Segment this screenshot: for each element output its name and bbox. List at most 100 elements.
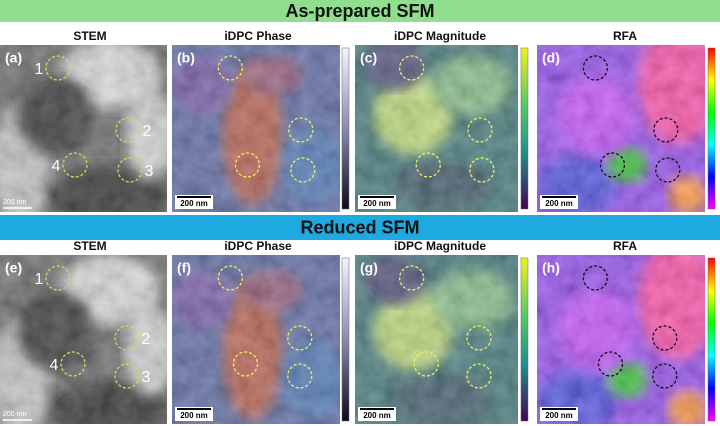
section-title: As-prepared SFM: [285, 1, 434, 21]
scale-bar-box: [540, 195, 578, 209]
marker-circle: [234, 152, 261, 178]
scale-bar-box: [540, 407, 578, 421]
marker-number: 4: [52, 158, 61, 175]
marker-circle: [597, 351, 624, 377]
marker-circle: [45, 265, 71, 291]
panel-label: (f): [177, 260, 191, 276]
column-header: RFA: [613, 239, 637, 253]
marker-circle: [582, 55, 608, 81]
section-title: Reduced SFM: [300, 217, 419, 237]
image-panel: [355, 255, 518, 424]
panel-texture: [355, 45, 518, 212]
marker-circle: [653, 117, 679, 143]
scale-bar-box: [358, 407, 396, 421]
column-header: iDPC Phase: [224, 239, 292, 253]
marker-circle: [466, 363, 492, 389]
scale-bar-box: [175, 407, 213, 421]
colorbar: [707, 47, 716, 210]
column-header: iDPC Phase: [224, 29, 292, 43]
panel-label: (g): [360, 260, 378, 276]
column-header: STEM: [73, 239, 106, 253]
column-header: iDPC Magnitude: [394, 29, 486, 43]
marker-circle: [62, 152, 88, 178]
scale-bar-label: 200 nm: [363, 411, 391, 420]
panel-label: (c): [360, 50, 377, 66]
marker-circle: [217, 265, 243, 291]
column-header: RFA: [613, 29, 637, 43]
marker-circle: [232, 351, 259, 377]
marker-circle: [114, 363, 140, 389]
marker-circle: [652, 325, 678, 351]
marker-circle: [415, 152, 441, 178]
panel-texture: [172, 45, 340, 212]
marker-circle: [114, 325, 140, 351]
panel-texture: [355, 255, 518, 424]
noise: [0, 45, 167, 212]
scale-bar-label: 200 nm: [545, 199, 573, 208]
marker-number: 4: [50, 357, 59, 374]
noise: [355, 255, 518, 424]
marker-circle: [117, 157, 143, 183]
colorbar: [520, 257, 529, 422]
scale-bar-label: 200 nm: [363, 199, 391, 208]
marker-number: 3: [142, 369, 151, 386]
scale-bar-label: 200 nm: [3, 411, 27, 418]
noise: [172, 255, 340, 424]
image-panel: [537, 255, 705, 424]
panel-texture: [537, 255, 705, 424]
scale-bar-label: 200 nm: [180, 199, 208, 208]
marker-circle: [599, 152, 626, 178]
panel-texture: [0, 45, 167, 212]
marker-circle: [655, 157, 681, 183]
image-panel: [0, 45, 167, 212]
panel-label: (b): [177, 50, 195, 66]
image-panel: [355, 45, 518, 212]
marker-circle: [469, 157, 495, 183]
marker-number: 1: [35, 271, 44, 288]
colorbar: [707, 257, 716, 422]
panel-texture: [0, 255, 167, 424]
noise: [355, 45, 518, 212]
noise: [537, 45, 705, 212]
noise: [172, 45, 340, 212]
marker-circle: [60, 351, 86, 377]
panel-label: (h): [542, 260, 560, 276]
image-panel: [172, 45, 340, 212]
column-header: STEM: [73, 29, 106, 43]
marker-circle: [45, 55, 71, 81]
image-panel: [537, 45, 705, 212]
colorbar: [341, 47, 350, 210]
marker-circle: [413, 351, 439, 377]
section-banner: [0, 0, 720, 22]
scale-bar-box: [358, 195, 396, 209]
marker-circle: [652, 363, 678, 389]
section-banner: [0, 215, 720, 240]
scale-bar-label: 200 nm: [3, 199, 27, 206]
scale-bar-label: 200 nm: [545, 411, 573, 420]
marker-circle: [466, 325, 492, 351]
marker-number: 1: [35, 61, 44, 78]
marker-circle: [398, 55, 425, 81]
panel-texture: [172, 255, 340, 424]
marker-circle: [582, 265, 608, 291]
marker-circle: [287, 363, 313, 389]
scale-bar-label: 200 nm: [180, 411, 208, 420]
scale-bar-box: [175, 195, 213, 209]
marker-circle: [398, 265, 425, 291]
marker-number: 2: [142, 331, 151, 348]
marker-circle: [288, 117, 314, 143]
noise: [537, 255, 705, 424]
marker-circle: [290, 157, 316, 183]
panel-texture: [537, 45, 705, 212]
marker-number: 3: [145, 163, 154, 180]
panel-label: (e): [5, 260, 22, 276]
marker-circle: [287, 325, 313, 351]
marker-circle: [467, 117, 493, 143]
marker-number: 2: [143, 123, 152, 140]
colorbar: [520, 47, 529, 210]
panel-label: (d): [542, 50, 560, 66]
panel-label: (a): [5, 50, 22, 66]
colorbar: [341, 257, 350, 422]
marker-circle: [217, 55, 243, 81]
